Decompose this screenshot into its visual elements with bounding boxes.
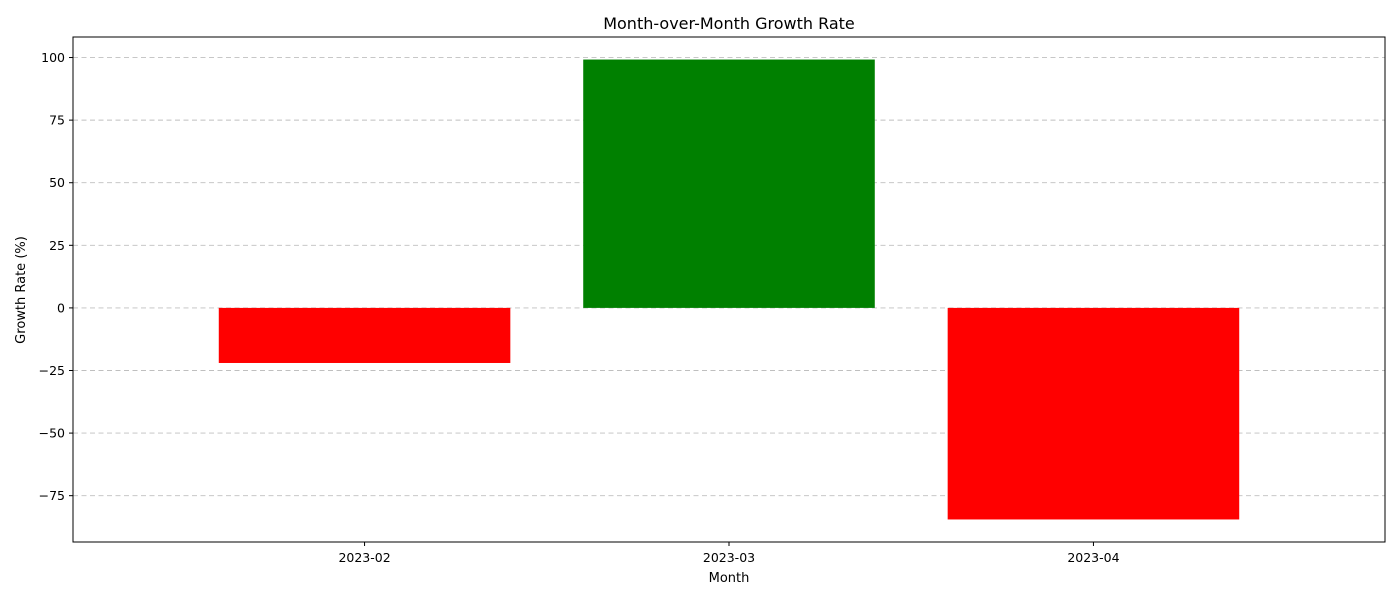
y-tick-label: −75	[39, 488, 65, 503]
y-tick-label: 0	[57, 300, 65, 315]
y-tick-label: 25	[49, 238, 65, 253]
x-tick-label: 2023-03	[703, 550, 755, 565]
y-axis-ticks: −75 −50 −25 0 25 50 75 100	[39, 50, 73, 503]
y-tick-label: 100	[41, 50, 65, 65]
x-tick-label: 2023-02	[338, 550, 390, 565]
bar-2023-02	[218, 307, 511, 363]
y-tick-label: −50	[39, 426, 65, 441]
x-axis-ticks: 2023-02 2023-03 2023-04	[338, 542, 1120, 565]
chart-title: Month-over-Month Growth Rate	[603, 14, 855, 33]
bars	[218, 59, 1240, 520]
x-axis-label: Month	[709, 571, 750, 586]
bar-2023-03	[583, 59, 875, 308]
y-tick-label: 50	[49, 175, 65, 190]
y-tick-label: −25	[39, 363, 65, 378]
y-axis-label: Growth Rate (%)	[14, 236, 29, 344]
x-tick-label: 2023-04	[1067, 550, 1119, 565]
y-tick-label: 75	[49, 113, 65, 128]
bar-2023-04	[947, 307, 1240, 520]
